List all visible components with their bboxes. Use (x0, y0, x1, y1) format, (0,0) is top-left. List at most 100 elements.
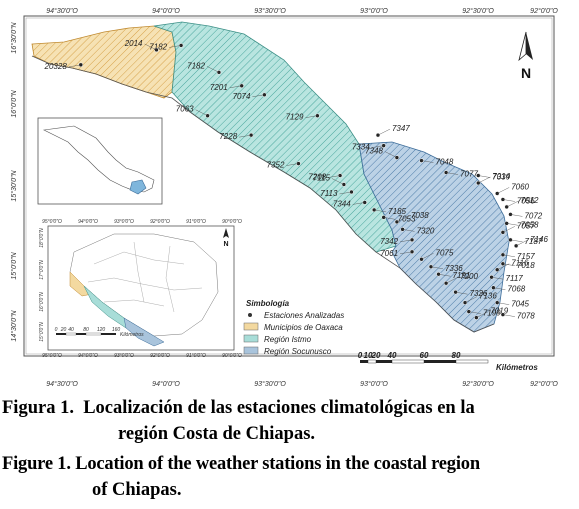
station-label: 7068 (507, 285, 525, 294)
caption-english-line2: of Chiapas. (92, 480, 182, 500)
station-7012: 7012 (504, 196, 539, 210)
station-7074: 7074 (233, 92, 267, 101)
station-label: 7182 (149, 42, 167, 51)
inset-top-tick-label: 93°0'0"O (114, 219, 134, 225)
inset-top-tick-label: 94°0'0"O (78, 219, 98, 225)
map-figure: 94°30'0"O 94°0'0"O 93°30'0"O 93°0'0"O 92°30'… (4, 2, 575, 396)
station-label: 7014 (492, 172, 510, 181)
station-7157: 7157 (500, 252, 535, 261)
inset-top-tick-label: 91°0'0"O (186, 219, 206, 225)
station-label: 7075 (436, 248, 454, 257)
station-label: 7129 (286, 113, 304, 122)
legend-swatch (243, 322, 259, 331)
bottom-tick-label: 92°0'0"O (530, 380, 558, 388)
inset-scale-tick-label: 20 (60, 327, 67, 333)
station-7048: 7048 (419, 158, 454, 167)
legend-title: Simbología (246, 299, 290, 308)
station-7334: 7334 (352, 143, 386, 152)
station-label: 7228 (219, 132, 237, 141)
station-label: 7208 (308, 173, 326, 182)
legend-item: Región Istmo (243, 334, 312, 344)
station-label: 7187 (524, 237, 542, 246)
stations-layer: 2014 20328 7182 7182 7201 7074 7063 7129 7228 734… (44, 39, 549, 321)
station-7339: 7339 (476, 173, 511, 182)
station-label: 7116 (511, 259, 529, 268)
station-label: 7077 (460, 170, 478, 179)
station-label: 7061 (380, 249, 398, 258)
inset-left-tick-label: 15°0'0"N (39, 322, 45, 342)
station-label: 7344 (333, 199, 351, 208)
station-label: 7157 (517, 252, 535, 261)
station-label: 7056 (517, 196, 535, 205)
region-istmo (153, 21, 397, 253)
station-label: 7185 (388, 207, 406, 216)
chiapas-inset: 95°0'0"O 94°0'0"O 93°0'0"O 92°0'0"O 91°0'0"O… (39, 219, 242, 359)
station-7053: 7053 (381, 214, 416, 223)
station-7063: 7063 (176, 105, 210, 118)
scale-tick-label: 10 (364, 351, 373, 360)
bottom-tick-label: 94°30'0"O (46, 380, 78, 388)
inset-scale-tick-label: 160 (112, 327, 121, 333)
top-tick-label: 92°0'0"O (530, 7, 558, 15)
legend-label: Región Istmo (264, 335, 312, 344)
caption-spanish-line1: Figura 1. Localización de las estaciones… (2, 398, 475, 418)
station-7077: 7077 (443, 170, 478, 179)
inset-left-tick-label: 16°0'0"N (39, 292, 45, 312)
station-7038: 7038 (394, 211, 429, 225)
legend-item: Región Socunusco (243, 346, 332, 356)
top-longitude-ticks: 94°30'0"O 94°0'0"O 93°30'0"O 93°0'0"O 92°30'… (46, 7, 558, 15)
inset-scale-tick-label: 0 (55, 327, 58, 333)
station-7201: 7201 (210, 83, 244, 92)
station-label: 7038 (411, 211, 429, 220)
station-label: 2014 (124, 39, 143, 48)
station-label: 7136 (479, 292, 497, 301)
station-label: 7199 (483, 309, 501, 318)
station-7348: 7348 (365, 147, 400, 160)
station-2014: 2014 (124, 39, 159, 53)
station-7060: 7060 (494, 182, 530, 196)
station-7326: 7326 (453, 289, 488, 298)
caption-spanish-line2: región Costa de Chiapas. (118, 424, 316, 444)
station-label: 7045 (511, 300, 529, 309)
station-7136: 7136 (462, 292, 497, 305)
inset-top-tick-label: 92°0'0"O (150, 219, 170, 225)
bottom-tick-label: 93°0'0"O (360, 380, 388, 388)
station-7056: 7056 (500, 196, 535, 205)
station-label: 7058 (521, 220, 539, 229)
station-7199: 7199 (466, 309, 501, 318)
station-label: 7201 (210, 83, 228, 92)
legend-swatch (243, 334, 259, 343)
station-7208: 7208 (308, 173, 343, 182)
inset-north-arrow-icon: N (223, 228, 229, 248)
inset-scale-tick-label: 40 (68, 327, 74, 333)
bottom-tick-label: 93°30'0"O (254, 380, 286, 388)
station-label: 7191 (453, 271, 471, 280)
station-7045: 7045 (494, 300, 530, 309)
north-label: N (521, 65, 531, 81)
station-7347: 7347 (375, 124, 410, 138)
station-label: 7348 (365, 147, 383, 156)
station-label: 7019 (490, 307, 508, 316)
scale-bar: 0 10 20 40 60 80 Kilómetros (358, 351, 539, 372)
inset-bottom-tick-label: 91°0'0"O (186, 353, 206, 359)
inset-scale-unit: Kilómetros (120, 332, 144, 338)
station-label: 7074 (233, 92, 251, 101)
coastline (31, 55, 495, 333)
station-7182: 7182 (149, 42, 184, 51)
inset-bottom-tick-label: 94°0'0"O (78, 353, 98, 359)
legend-item: Estaciones Analizadas (248, 311, 344, 320)
station-label: 7053 (398, 214, 416, 223)
station-label: 7320 (417, 226, 435, 235)
station-20328: 20328 (44, 62, 84, 71)
inset-left-tick-label: 17°0'0"N (39, 260, 45, 280)
station-label: 7352 (267, 161, 285, 170)
inset-top-tick-label: 95°0'0"O (42, 219, 62, 225)
bottom-longitude-ticks: 94°30'0"O 94°0'0"O 93°30'0"O 93°0'0"O 92°30'… (46, 380, 558, 388)
station-7228: 7228 (219, 132, 254, 141)
legend-station-icon (248, 313, 252, 317)
inset-top-tick-label: 90°0'0"O (222, 219, 242, 225)
station-label: 7146 (530, 235, 548, 244)
top-tick-label: 94°30'0"O (46, 7, 78, 15)
station-7200: 7200 (443, 272, 478, 286)
inset-bottom-tick-label: 93°0'0"O (114, 353, 134, 359)
